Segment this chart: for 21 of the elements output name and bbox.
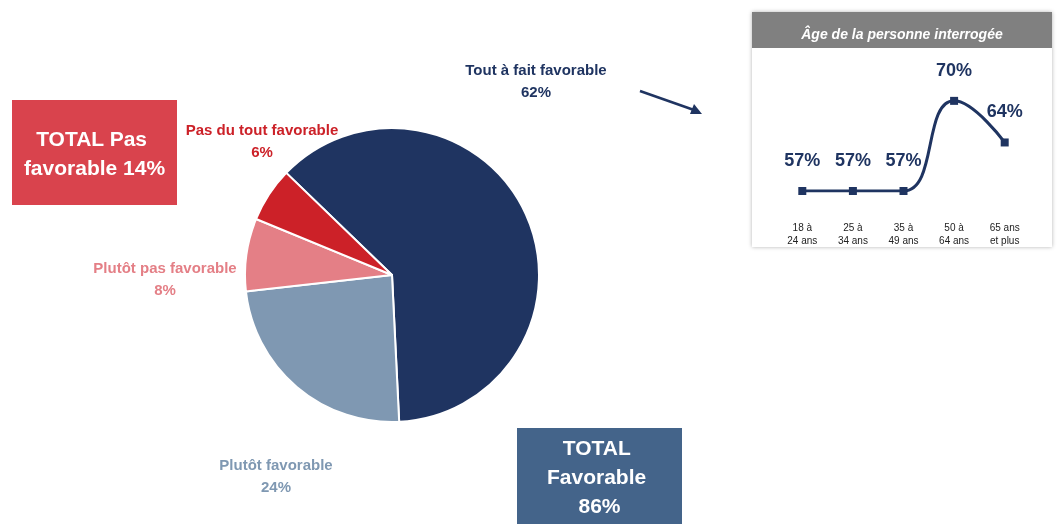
x-tick-label: 25 à 34 ans <box>837 222 868 246</box>
text: TOTAL Favorable 86% <box>546 435 653 517</box>
data-label: 57% <box>834 150 871 170</box>
data-label: 64% <box>986 101 1023 122</box>
slice-label: Plutôt pas favorable <box>93 258 237 276</box>
x-tick-label: 18 à 24 ans <box>787 222 818 246</box>
x-tick-label: 50 à 64 ans <box>939 222 970 246</box>
data-label: 8% <box>154 280 176 298</box>
x-tick-label: 65 ans et plus <box>989 222 1020 246</box>
data-label: 24% <box>260 477 292 495</box>
slice-label: Tout à fait favorable <box>465 60 607 78</box>
slice-label: Plutôt favorable <box>219 455 333 473</box>
data-label: 62% <box>520 82 552 100</box>
data-label: 57% <box>885 150 922 170</box>
x-tick-label: 35 à 49 ans <box>888 222 919 246</box>
text: TOTAL Pas favorable 14% <box>23 126 166 179</box>
data-label: 70% <box>936 59 973 80</box>
data-label: 57% <box>784 150 821 170</box>
data-label: 6% <box>251 142 273 160</box>
slice-label: Pas du tout favorable <box>185 120 339 138</box>
chart-title: Âge de la personne interrogée <box>800 25 1003 42</box>
